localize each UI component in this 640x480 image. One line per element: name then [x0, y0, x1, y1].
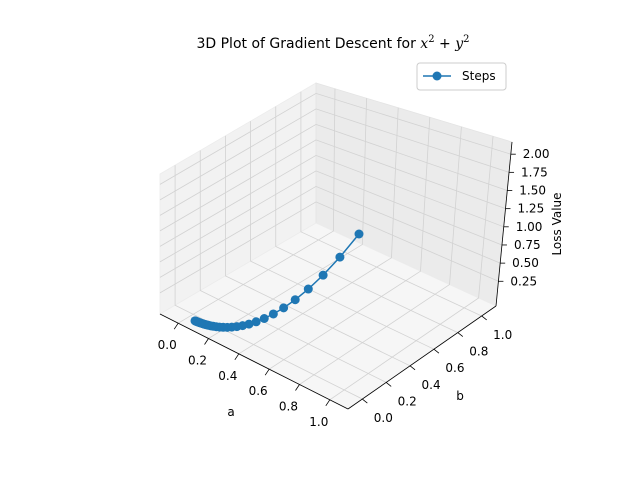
loss-tick-label: 1.75 — [521, 165, 548, 179]
a-tick-mark — [204, 338, 209, 345]
grid-line-loss — [159, 154, 504, 247]
loss-tick-label: 2.00 — [523, 147, 550, 161]
step-marker — [190, 316, 200, 326]
grid-line-loss — [159, 92, 511, 185]
a-tick-mark — [295, 384, 300, 391]
grid-line-loss — [159, 185, 501, 278]
b-tick-label: 0.0 — [374, 411, 393, 425]
b-tick-label: 1.0 — [493, 328, 512, 342]
a-tick-mark — [234, 353, 240, 361]
chart-title: 3D Plot of Gradient Descent for x2 + y2 — [196, 34, 469, 52]
grid-line-a — [268, 117, 431, 370]
a-tick-label: 0.6 — [249, 384, 268, 398]
legend: Steps — [416, 62, 507, 91]
step-marker — [259, 313, 269, 323]
legend-box — [416, 62, 507, 91]
grid-line-loss — [159, 201, 499, 294]
a-tick-label: 1.0 — [309, 415, 328, 429]
grid-line-loss — [159, 108, 510, 201]
loss-tick-label: 0.50 — [512, 256, 539, 270]
step-marker — [268, 309, 278, 319]
grid-line-b — [250, 121, 435, 350]
axis-ticks: 0.0 0.2 0.4 0.6 0.8 1.0 0.0 0.2 0.4 0.6 0.8 1.0 0.25… — [158, 147, 550, 429]
series-steps — [190, 229, 364, 332]
b-axis-line — [347, 305, 497, 410]
a-axis-label: a — [227, 405, 234, 419]
grid-line-a — [238, 107, 399, 355]
b-tick-label: 0.8 — [469, 345, 488, 359]
grid-line-loss — [159, 170, 503, 263]
b-tick-mark — [433, 348, 440, 354]
b-tick-label: 0.6 — [445, 361, 464, 375]
axes-panes — [159, 82, 513, 410]
grid-line-a — [177, 88, 336, 324]
a-tick-label: 0.0 — [158, 338, 177, 352]
legend-steps-label: Steps — [462, 69, 496, 83]
grid-line-loss — [159, 123, 508, 216]
b-tick-mark — [362, 398, 368, 404]
a-tick-mark — [173, 322, 179, 330]
grid-line-loss — [159, 139, 506, 232]
grid-line-b — [275, 106, 458, 333]
step-marker — [303, 284, 313, 294]
a-tick-label: 0.2 — [188, 354, 207, 368]
loss-tick-label: 0.75 — [514, 238, 541, 252]
b-tick-label: 0.2 — [398, 394, 417, 408]
a-tick-label: 0.8 — [279, 399, 298, 413]
grid-line-b — [199, 150, 387, 383]
legend-steps-marker — [432, 71, 442, 81]
loss-tick-label: 1.25 — [517, 202, 544, 216]
step-marker — [354, 229, 364, 239]
a-axis-line — [159, 313, 349, 410]
grid-line-a — [329, 136, 494, 401]
b-tick-label: 0.4 — [422, 378, 441, 392]
step-marker — [279, 303, 289, 313]
b-tick-mark — [457, 332, 464, 337]
b-tick-mark — [409, 365, 416, 371]
a-tick-label: 0.4 — [218, 369, 237, 383]
b-axis-label: b — [456, 389, 464, 403]
grid-line-a — [208, 98, 367, 339]
loss-tick-label: 1.50 — [519, 183, 546, 197]
step-marker — [251, 317, 261, 327]
loss-tick-label: 1.00 — [516, 220, 543, 234]
b-tick-mark — [481, 315, 487, 321]
a-tick-mark — [325, 399, 331, 407]
grid-line-b — [225, 135, 411, 367]
grid-line-a — [299, 126, 462, 385]
step-marker — [335, 252, 345, 262]
grid-line-b — [300, 91, 482, 317]
a-tick-mark — [264, 368, 270, 376]
step-marker — [290, 295, 300, 305]
loss-axis-line — [495, 141, 513, 307]
b-tick-mark — [385, 382, 392, 387]
grid-lines — [159, 88, 511, 401]
step-marker — [318, 270, 328, 280]
axis-lines — [159, 141, 513, 410]
loss-axis-label: Loss Value — [550, 192, 564, 255]
grid-line-b — [174, 165, 363, 400]
loss-tick-label: 0.25 — [510, 274, 537, 288]
